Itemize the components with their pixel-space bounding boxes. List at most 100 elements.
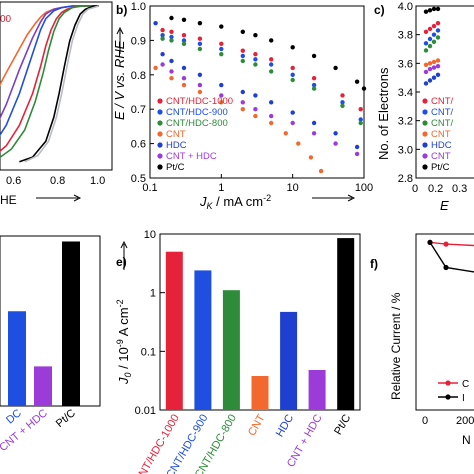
panel-b-point-4-1	[160, 52, 165, 57]
panel-b-point-3-5	[240, 107, 245, 112]
panel-b-point-5-1	[169, 69, 174, 74]
panel-c-ylabel: No. of Electrons	[376, 67, 391, 160]
panel-e-bar-label-3: CNT	[246, 412, 268, 438]
panel-b-point-0-9	[311, 76, 317, 81]
panel-b-point-2-6	[253, 62, 258, 67]
panel-b-legend-label-6: Pt/C	[166, 162, 185, 173]
panel-c-point-3-1	[427, 43, 433, 49]
panel-b-point-1-3	[197, 41, 203, 46]
panel-b-point-1-7	[269, 62, 274, 67]
panel-e-ylabel-arrowhead	[120, 240, 128, 249]
panel-a-xtick-0: 0.6	[6, 175, 21, 187]
panel-a-xlabel: HE	[0, 193, 17, 207]
panel-b-point-4-4	[197, 72, 203, 78]
panel-d-bar-label-0: DC	[4, 407, 24, 426]
panel-c-label: c)	[374, 3, 385, 17]
panel-c-point-5-1	[427, 66, 433, 72]
panel-b-point-6-11	[361, 86, 367, 91]
panel-b-point-2-10	[340, 103, 345, 109]
panel-c-point-0-3	[435, 6, 441, 12]
panel-c-point-6-2	[431, 75, 437, 80]
panel-c-legend-marker-1	[422, 109, 428, 115]
panel-b-ylabel: E / V vs. RHE	[112, 40, 127, 120]
panel-f-xlabel: N	[462, 433, 471, 447]
panel-b-point-5-6	[253, 107, 258, 112]
panel-c-point-5-2	[431, 65, 437, 70]
panel-c-point-6-0	[423, 81, 429, 86]
panel-b-point-0-7	[269, 57, 274, 62]
panel-b-xtick-label-1: 1	[218, 182, 224, 194]
panel-c-legend-label-2: CNT/	[431, 118, 454, 129]
panel-a-xtick-1: 0.8	[50, 175, 65, 187]
panel-f-series-1	[429, 242, 474, 273]
panel-b-point-6-8	[311, 53, 317, 59]
panel-e-label: e)	[116, 255, 127, 269]
panel-b-legend-marker-2	[157, 120, 163, 126]
panel-b-point-0-3	[197, 36, 203, 41]
panel-f-series-0	[429, 241, 474, 247]
panel-f-point-1-1	[443, 264, 449, 271]
panel-b-point-6-6	[269, 38, 274, 43]
panel-b-point-2-0	[160, 36, 165, 41]
panel-e-bar-4	[280, 311, 298, 410]
panel-e-bar-label-4: HDC	[274, 412, 296, 439]
panel-c-point-6-3	[435, 72, 441, 78]
panel-a-xlabel-arrowhead	[73, 194, 82, 202]
panel-c-ytick-label-3: 3.4	[398, 87, 413, 99]
panel-b-point-2-9	[311, 86, 317, 91]
panel-b-point-2-5	[240, 58, 245, 64]
panel-c-point-0-2	[431, 6, 437, 12]
panel-b-legend-marker-0	[157, 98, 163, 104]
panel-f-xtick-0: 0	[422, 415, 428, 427]
panel-c-point-3-3	[435, 35, 441, 40]
panel-b-ytick-label-3: 0.8	[131, 70, 146, 82]
panel-a-legend-fragment: 00	[0, 14, 12, 25]
panel-b-point-5-11	[354, 151, 360, 157]
panel-b-legend-marker-3	[157, 131, 163, 137]
panel-b-point-2-7	[269, 69, 274, 74]
panel-b-point-1-1	[169, 34, 174, 40]
panel-c-legend-label-0: CNT/	[431, 96, 454, 107]
panel-c-xtick-1: 0.2	[428, 183, 443, 195]
panel-f-legend-marker-1	[445, 394, 451, 400]
panel-c-legend-label-6: Pt/C	[431, 162, 450, 173]
panel-e-bar-2	[222, 290, 240, 410]
panel-f-point-1-0	[427, 239, 433, 245]
panel-b-point-5-3	[197, 82, 203, 88]
panel-f-ylabel: Relative Current / %	[389, 292, 403, 400]
panel-b-point-3-2	[181, 82, 187, 88]
panel-c-point-6-1	[427, 78, 433, 83]
panel-b-legend-label-1: CNT/HDC-900	[166, 107, 228, 118]
panel-b-point-6-2	[197, 21, 203, 26]
panel-b-point-0-2	[181, 33, 187, 38]
panel-b-point-5-0	[160, 62, 165, 67]
panel-b-point-5-2	[181, 76, 187, 81]
panel-b-xlabel: JK / mA cm-2	[199, 193, 271, 211]
panel-e-bar-label-6: Pt/C	[332, 412, 353, 437]
panel-c-ytick-label-1: 3.0	[398, 144, 413, 156]
panel-b-point-0-1	[169, 29, 174, 34]
panel-b-legend-label-4: HDC	[166, 140, 187, 151]
panel-b-point-2-1	[169, 38, 174, 43]
panel-b-point-5-9	[311, 131, 317, 136]
panel-e-ytick-label-1: 0.1	[141, 346, 156, 358]
panel-b-frame	[149, 5, 365, 179]
panel-b-point-2-2	[181, 41, 187, 46]
panel-b-legend-marker-4	[157, 142, 163, 148]
panel-e-ytick-label-0: 0.01	[135, 405, 156, 417]
panel-b-point-1-6	[253, 57, 258, 62]
panel-b-point-3-4	[219, 100, 224, 105]
panel-b-point-3-3	[197, 89, 203, 95]
panel-b-label: b)	[116, 3, 127, 17]
panel-b-point-5-8	[290, 120, 295, 126]
panel-b-legend-label-5: CNT + HDC	[166, 151, 217, 162]
panel-b-point-2-3	[197, 46, 203, 52]
panel-b-point-4-7	[253, 93, 258, 98]
panel-b-point-3-9	[296, 141, 301, 146]
panel-a-series-1	[0, 5, 99, 120]
panel-b-point-3-11	[318, 168, 324, 174]
panel-b-legend-marker-6	[157, 164, 163, 170]
panel-b-xlabel-arrowhead	[347, 194, 356, 202]
panel-c-point-1-0	[423, 29, 429, 34]
panel-b-legend-label-0: CNT/HDC-1000	[166, 96, 233, 107]
